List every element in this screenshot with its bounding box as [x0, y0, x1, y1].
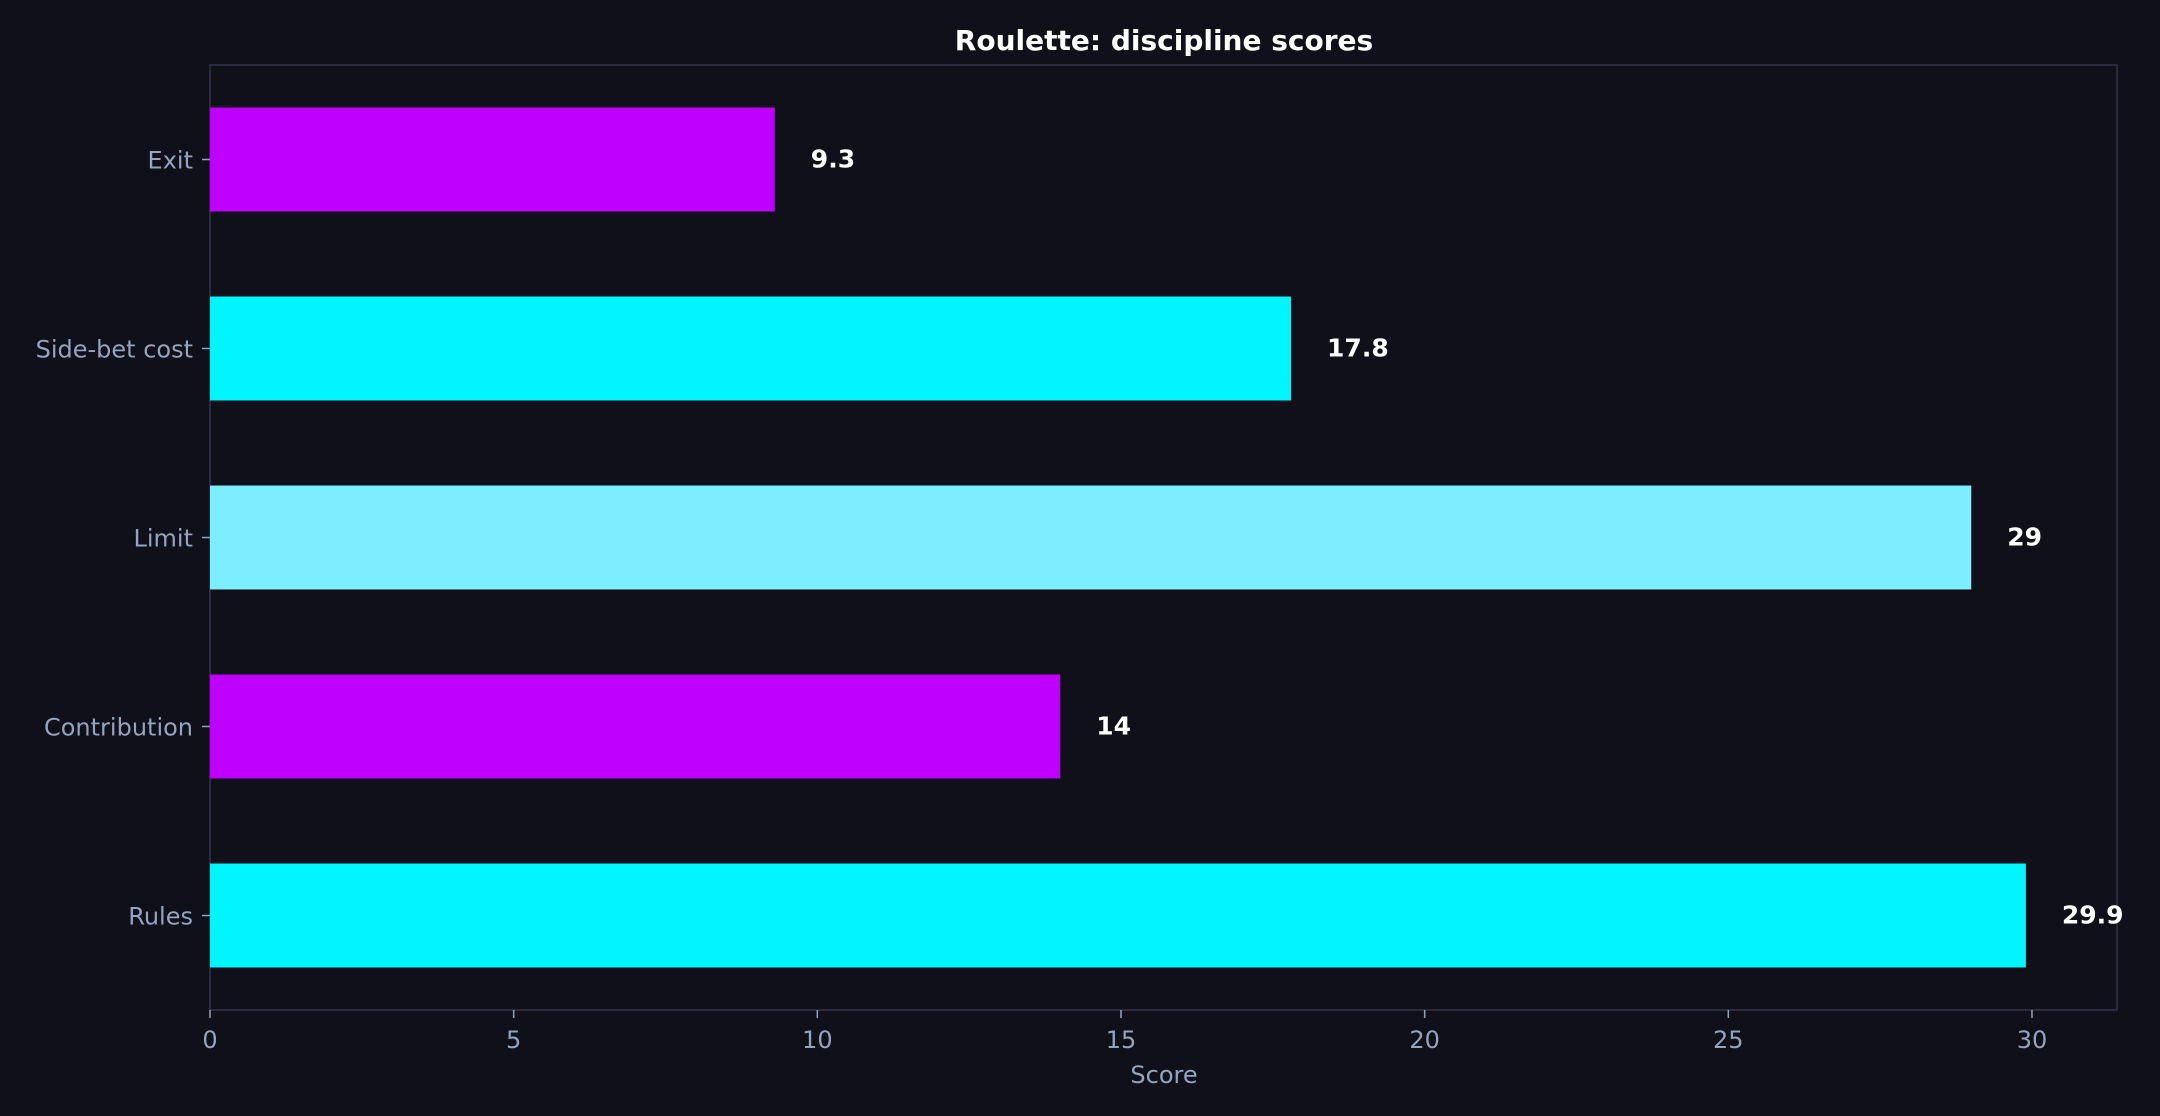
value-label-rules: 29.9 [2062, 901, 2124, 930]
value-label-limit: 29 [2007, 523, 2042, 552]
x-tick-label: 20 [1409, 1026, 1440, 1054]
x-axis-label: Score [1130, 1061, 1197, 1089]
y-tick-label-exit: Exit [148, 147, 193, 175]
x-tick-label: 10 [802, 1026, 833, 1054]
x-axis: 0 5 10 15 20 25 30 [202, 1010, 2047, 1054]
value-label-side-bet-cost: 17.8 [1327, 334, 1389, 363]
bar-contribution [210, 674, 1061, 779]
y-tick-label-side-bet-cost: Side-bet cost [36, 336, 193, 364]
x-tick-label: 30 [2017, 1026, 2048, 1054]
bars-group [210, 107, 2026, 968]
bar-rules [210, 863, 2026, 968]
value-label-exit: 9.3 [811, 145, 855, 174]
value-label-contribution: 14 [1096, 712, 1131, 741]
x-tick-label: 25 [1713, 1026, 1744, 1054]
y-axis: Rules Contribution Limit Side-bet cost Exit [36, 147, 210, 931]
y-tick-label-limit: Limit [134, 525, 194, 553]
x-tick-label: 5 [506, 1026, 521, 1054]
x-tick-label: 15 [1106, 1026, 1137, 1054]
value-labels-group: 29.9 14 29 17.8 9.3 [811, 145, 2124, 930]
chart-title: Roulette: discipline scores [955, 24, 1373, 57]
bar-side-bet-cost [210, 296, 1292, 401]
bar-limit [210, 485, 1972, 590]
y-tick-label-contribution: Contribution [44, 714, 193, 742]
y-tick-label-rules: Rules [128, 903, 193, 931]
x-tick-label: 0 [202, 1026, 217, 1054]
bar-exit [210, 107, 775, 212]
